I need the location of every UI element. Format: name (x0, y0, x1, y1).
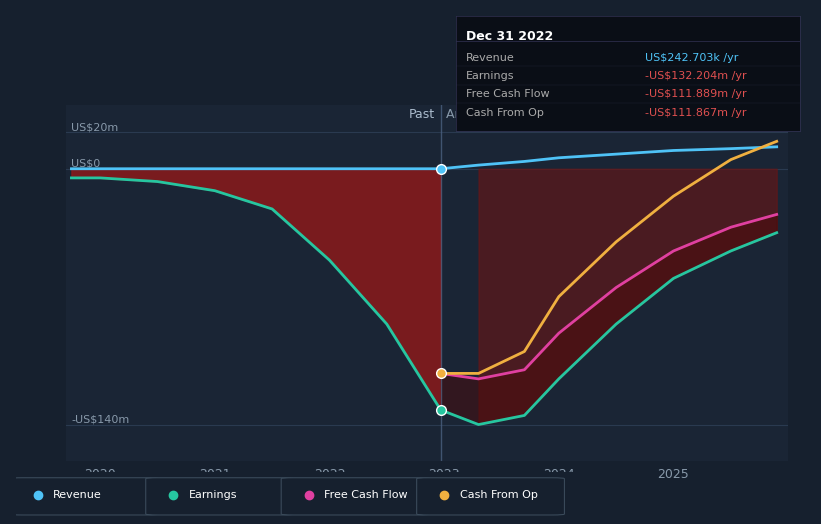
FancyBboxPatch shape (417, 478, 565, 515)
Text: Dec 31 2022: Dec 31 2022 (466, 29, 553, 42)
Text: Past: Past (409, 108, 435, 122)
Text: -US$140m: -US$140m (71, 414, 130, 424)
Text: US$242.703k /yr: US$242.703k /yr (645, 52, 739, 62)
FancyBboxPatch shape (146, 478, 294, 515)
Text: Earnings: Earnings (466, 71, 515, 81)
FancyBboxPatch shape (281, 478, 429, 515)
Text: Free Cash Flow: Free Cash Flow (324, 490, 408, 500)
Text: Revenue: Revenue (466, 52, 515, 62)
Text: Cash From Op: Cash From Op (466, 108, 544, 118)
Text: US$20m: US$20m (71, 122, 119, 132)
Text: Cash From Op: Cash From Op (460, 490, 538, 500)
Text: Free Cash Flow: Free Cash Flow (466, 90, 549, 100)
FancyBboxPatch shape (10, 478, 158, 515)
Text: Earnings: Earnings (189, 490, 237, 500)
Text: US$0: US$0 (71, 159, 101, 169)
Text: Analysts Forecasts: Analysts Forecasts (447, 108, 562, 122)
Text: -US$132.204m /yr: -US$132.204m /yr (645, 71, 747, 81)
Text: -US$111.867m /yr: -US$111.867m /yr (645, 108, 747, 118)
Text: -US$111.889m /yr: -US$111.889m /yr (645, 90, 747, 100)
Text: Revenue: Revenue (53, 490, 102, 500)
